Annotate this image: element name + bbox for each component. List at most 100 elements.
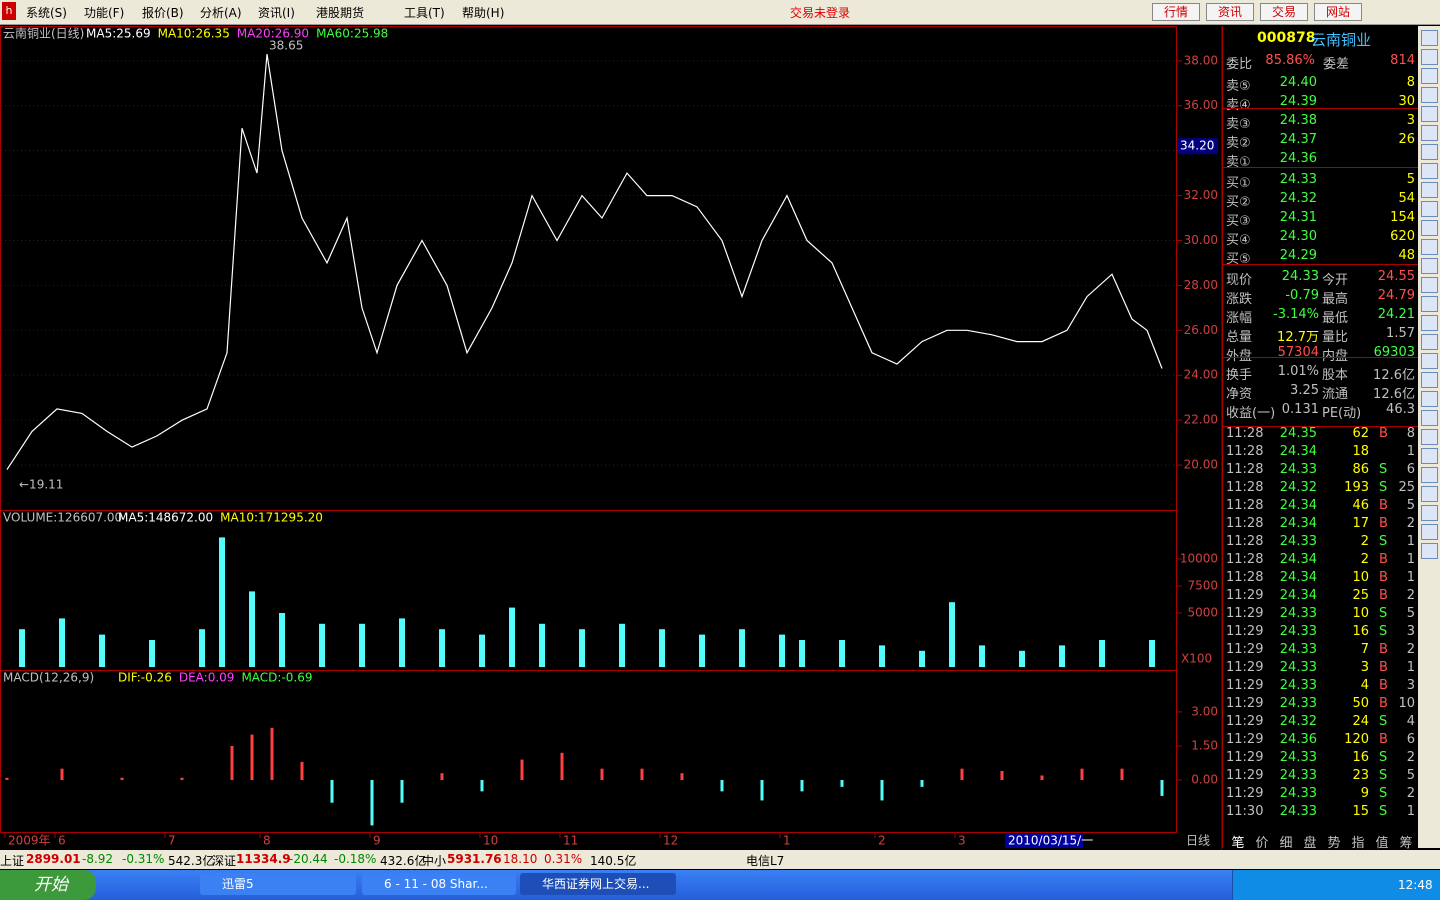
date-highlight (1005, 834, 1083, 848)
bar (439, 629, 445, 667)
y-tick-label: 32.00 (1184, 188, 1218, 202)
bar (920, 780, 924, 787)
taskbar-window[interactable]: 6 - 11 - 08 Shar... (362, 873, 516, 895)
bar (960, 768, 964, 781)
tool-icon[interactable] (1421, 144, 1438, 160)
tick-count: 6 (1406, 462, 1415, 477)
tool-icon[interactable] (1421, 201, 1438, 217)
tick-time: 11:28 (1226, 534, 1264, 549)
tick-count: 8 (1406, 426, 1415, 441)
tool-icon[interactable] (1421, 429, 1438, 445)
tool-icon[interactable] (1421, 334, 1438, 350)
tool-icon[interactable] (1421, 87, 1438, 103)
tool-icon[interactable] (1421, 258, 1438, 274)
start-button[interactable]: 开始 (0, 870, 96, 900)
panel-tab[interactable]: 筹 (1399, 836, 1413, 851)
menu-item[interactable]: 港股期货 (316, 6, 365, 20)
panel-tab[interactable]: 指 (1351, 836, 1365, 851)
y-tick-label: 38.00 (1184, 53, 1218, 67)
status-item: 11334.9 (236, 852, 291, 866)
tool-icon[interactable] (1421, 68, 1438, 84)
tool-icon[interactable] (1421, 125, 1438, 141)
tool-icon[interactable] (1421, 391, 1438, 407)
panel-tab[interactable]: 笔 (1231, 836, 1245, 851)
top-button[interactable]: 网站 (1314, 3, 1362, 21)
menu-item[interactable]: 帮助(H) (462, 6, 505, 20)
menu-item[interactable]: 功能(F) (84, 6, 125, 20)
menu-item[interactable]: 资讯(I) (258, 6, 295, 20)
tool-icon[interactable] (1421, 239, 1438, 255)
tool-icon[interactable] (1421, 277, 1438, 293)
x-tick-label: 8 (263, 834, 271, 848)
status-item: 542.3亿 (168, 854, 215, 868)
tool-icon[interactable] (1421, 543, 1438, 559)
status-item: 5931.76 (447, 852, 502, 866)
order-price: 24.37 (1279, 132, 1317, 147)
order-label: 卖② (1226, 136, 1251, 151)
tool-icon[interactable] (1421, 410, 1438, 426)
panel-tab[interactable]: 盘 (1303, 836, 1317, 851)
tick-count: 1 (1406, 444, 1415, 459)
tool-icon[interactable] (1421, 524, 1438, 540)
panel-tab[interactable]: 细 (1279, 836, 1293, 851)
tick-count: 6 (1406, 732, 1415, 747)
bar (1019, 650, 1025, 667)
clock: 12:48 (1398, 878, 1433, 892)
panel-tab[interactable]: 价 (1255, 836, 1269, 851)
tool-icon[interactable] (1421, 353, 1438, 369)
bar (520, 759, 524, 781)
top-button[interactable]: 行情 (1152, 3, 1200, 21)
panel-tab[interactable]: 值 (1375, 836, 1389, 851)
tool-icon[interactable] (1421, 182, 1438, 198)
top-button[interactable]: 资讯 (1206, 3, 1254, 21)
divider (1223, 357, 1419, 358)
tool-icon[interactable] (1421, 315, 1438, 331)
tick-count: 5 (1406, 498, 1415, 513)
tick-count: 1 (1406, 534, 1415, 549)
status-bar: 上证 2899.01 -8.92 -0.31% 542.3亿 深证 11334.9 -20.4… (0, 850, 1440, 869)
tool-icon[interactable] (1421, 448, 1438, 464)
tick-volume: 17 (1352, 516, 1369, 531)
stat-value: 0.131 (1281, 402, 1319, 417)
order-label: 卖③ (1226, 117, 1251, 132)
tool-icon[interactable] (1421, 467, 1438, 483)
tick-volume: 120 (1344, 732, 1369, 747)
menu-item[interactable]: 工具(T) (404, 6, 445, 20)
price-line (6, 54, 1163, 470)
bar (949, 602, 955, 667)
x-tick-label: 6 (58, 834, 66, 848)
order-price: 24.33 (1279, 172, 1317, 187)
tool-icon[interactable] (1421, 505, 1438, 521)
stat-value: 1.01% (1277, 364, 1319, 379)
tool-icon[interactable] (1421, 163, 1438, 179)
status-item: -0.18% (334, 852, 377, 866)
tick-count: 25 (1398, 480, 1415, 495)
stat-value: 24.21 (1377, 307, 1415, 322)
tool-icon[interactable] (1421, 220, 1438, 236)
tick-count: 5 (1406, 606, 1415, 621)
taskbar-window[interactable]: 迅雷5 (200, 873, 356, 895)
diff-value: 814 (1390, 53, 1415, 68)
panel-tab[interactable]: 势 (1327, 836, 1341, 851)
tick-volume: 4 (1360, 678, 1369, 693)
tool-icon[interactable] (1421, 372, 1438, 388)
stat-value: 1.57 (1386, 326, 1415, 341)
tool-icon[interactable] (1421, 486, 1438, 502)
tool-icon[interactable] (1421, 30, 1438, 46)
menu-item[interactable]: 报价(B) (142, 6, 184, 20)
tick-count: 3 (1406, 624, 1415, 639)
tool-icon[interactable] (1421, 106, 1438, 122)
tool-icon[interactable] (1421, 296, 1438, 312)
taskbar-window[interactable]: 华西证券网上交易... (520, 873, 676, 895)
tool-icon[interactable] (1421, 49, 1438, 65)
order-price: 24.29 (1279, 248, 1317, 263)
menu-item[interactable]: 系统(S) (26, 6, 67, 20)
stat-label: 换手 (1226, 368, 1253, 383)
menu-item[interactable]: 分析(A) (200, 6, 242, 20)
tick-price: 24.34 (1279, 498, 1317, 513)
bar (199, 629, 205, 667)
top-button[interactable]: 交易 (1260, 3, 1308, 21)
y-tick-label: 28.00 (1184, 278, 1218, 292)
bar (839, 639, 845, 667)
tick-price: 24.32 (1279, 480, 1317, 495)
